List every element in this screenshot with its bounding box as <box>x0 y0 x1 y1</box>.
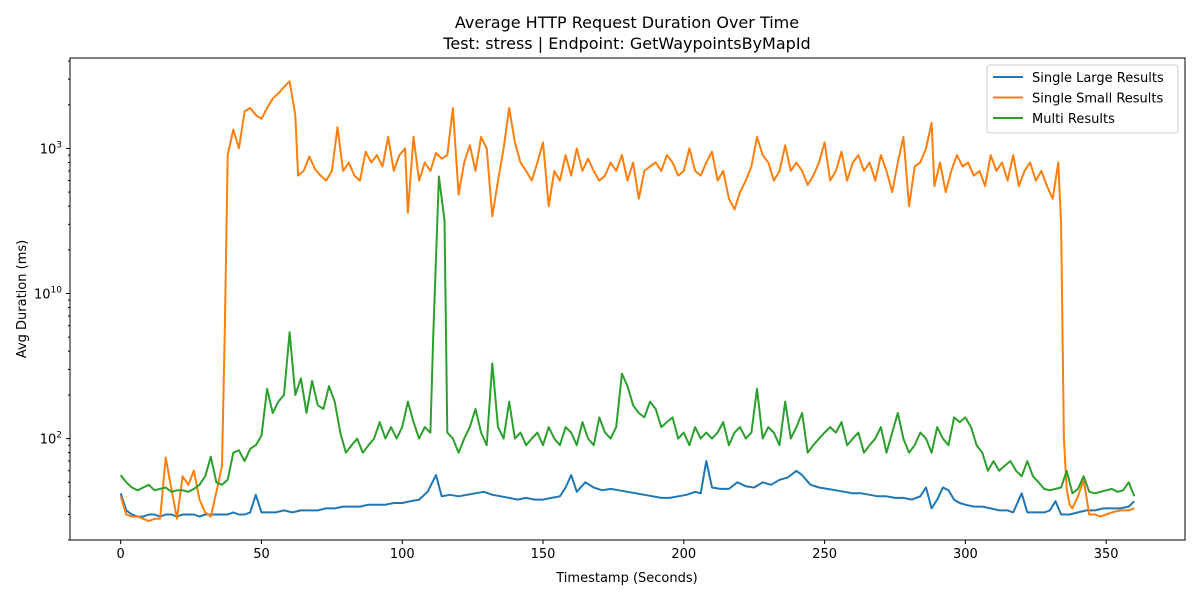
x-tick-label: 200 <box>671 547 696 562</box>
series-line-3 <box>119 175 1136 497</box>
series-line-1 <box>119 460 1135 518</box>
series-layer <box>119 80 1136 523</box>
chart-title: Average HTTP Request Duration Over Time <box>455 13 799 32</box>
y-axis-label: Avg Duration (ms) <box>15 240 30 358</box>
legend: Single Large Results Single Small Results… <box>986 64 1179 134</box>
x-tick-label: 350 <box>1094 547 1119 562</box>
x-tick-label: 100 <box>390 547 415 562</box>
x-tick-label: 0 <box>117 547 125 562</box>
x-axis: 0 50 100 150 200 250 300 350 <box>117 540 1119 562</box>
chart-subtitle: Test: stress | Endpoint: GetWaypointsByM… <box>442 34 810 53</box>
legend-label: Single Large Results <box>1032 71 1164 86</box>
legend-label: Single Small Results <box>1032 92 1164 107</box>
x-tick-label: 300 <box>953 547 978 562</box>
y-axis: 102 1010 103 <box>34 60 70 541</box>
legend-label: Multi Results <box>1032 112 1115 127</box>
x-tick-label: 250 <box>812 547 837 562</box>
plot-frame <box>69 57 1186 541</box>
series-line-2 <box>119 80 1135 523</box>
x-axis-label: Timestamp (Seconds) <box>555 571 697 586</box>
x-tick-label: 50 <box>253 547 270 562</box>
y-tick-label: 102 <box>40 431 62 448</box>
legend-box <box>986 64 1179 134</box>
y-tick-label: 103 <box>40 140 62 157</box>
y-tick-label: 1010 <box>34 286 62 303</box>
x-tick-label: 150 <box>531 547 556 562</box>
